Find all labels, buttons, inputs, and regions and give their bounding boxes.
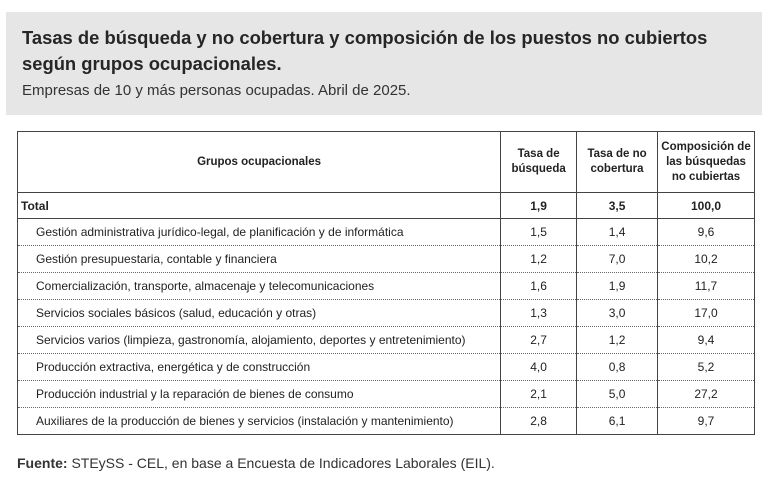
row-composicion: 11,7 <box>657 272 755 300</box>
source-footer: Fuente: STEySS - CEL, en base a Encuesta… <box>17 455 495 471</box>
row-cobertura: 3,5 <box>576 192 659 219</box>
row-composicion: 9,4 <box>657 326 755 354</box>
table-row: Servicios varios (limpieza, gastronomía,… <box>16 326 755 354</box>
row-composicion: 27,2 <box>657 380 755 408</box>
row-composicion: 9,7 <box>657 407 755 435</box>
row-busqueda: 2,1 <box>500 380 578 408</box>
row-cobertura: 0,8 <box>576 353 659 381</box>
row-busqueda: 1,5 <box>500 218 578 246</box>
column-header-composicion: Composición de las búsquedas no cubierta… <box>657 131 755 193</box>
row-name: Comercialización, transporte, almacenaje… <box>16 272 502 300</box>
row-busqueda: 2,7 <box>500 326 578 354</box>
source-label: Fuente: <box>17 455 68 471</box>
row-name: Servicios varios (limpieza, gastronomía,… <box>16 326 502 354</box>
source-text: STEySS - CEL, en base a Encuesta de Indi… <box>67 455 495 471</box>
table-row: Gestión presupuestaria, contable y finan… <box>16 245 755 273</box>
row-composicion: 17,0 <box>657 299 755 327</box>
row-name: Servicios sociales básicos (salud, educa… <box>16 299 502 327</box>
column-header-cobertura: Tasa de no cobertura <box>576 131 659 193</box>
row-composicion: 9,6 <box>657 218 755 246</box>
row-composicion: 5,2 <box>657 353 755 381</box>
table-row: Producción industrial y la reparación de… <box>16 380 755 408</box>
row-busqueda: 1,3 <box>500 299 578 327</box>
column-header-grupos: Grupos ocupacionales <box>16 131 502 193</box>
row-cobertura: 5,0 <box>576 380 659 408</box>
row-name: Gestión administrativa jurídico-legal, d… <box>16 218 502 246</box>
table-row: Auxiliares de la producción de bienes y … <box>16 407 755 435</box>
row-composicion: 10,2 <box>657 245 755 273</box>
row-cobertura: 3,0 <box>576 299 659 327</box>
row-name: Producción industrial y la reparación de… <box>16 380 502 408</box>
table-row-total: Total 1,9 3,5 100,0 <box>16 192 755 219</box>
column-header-busqueda: Tasa de búsqueda <box>500 131 578 193</box>
data-table: Grupos ocupacionales Tasa de búsqueda Ta… <box>16 131 755 435</box>
row-name: Auxiliares de la producción de bienes y … <box>16 407 502 435</box>
row-cobertura: 1,9 <box>576 272 659 300</box>
table-row: Servicios sociales básicos (salud, educa… <box>16 299 755 327</box>
row-name: Gestión presupuestaria, contable y finan… <box>16 245 502 273</box>
row-busqueda: 1,2 <box>500 245 578 273</box>
row-cobertura: 1,4 <box>576 218 659 246</box>
table-header-row: Grupos ocupacionales Tasa de búsqueda Ta… <box>16 131 755 193</box>
table-row: Gestión administrativa jurídico-legal, d… <box>16 218 755 246</box>
row-cobertura: 1,2 <box>576 326 659 354</box>
row-busqueda: 4,0 <box>500 353 578 381</box>
header-box: Tasas de búsqueda y no cobertura y compo… <box>6 12 762 115</box>
row-busqueda: 2,8 <box>500 407 578 435</box>
row-cobertura: 7,0 <box>576 245 659 273</box>
row-busqueda: 1,9 <box>500 192 578 219</box>
page-subtitle: Empresas de 10 y más personas ocupadas. … <box>22 82 411 99</box>
table-row: Comercialización, transporte, almacenaje… <box>16 272 755 300</box>
row-cobertura: 6,1 <box>576 407 659 435</box>
row-busqueda: 1,6 <box>500 272 578 300</box>
row-name: Total <box>16 192 502 219</box>
page-title: Tasas de búsqueda y no cobertura y compo… <box>22 27 708 74</box>
table-row: Producción extractiva, energética y de c… <box>16 353 755 381</box>
row-name: Producción extractiva, energética y de c… <box>16 353 502 381</box>
row-composicion: 100,0 <box>657 192 755 219</box>
